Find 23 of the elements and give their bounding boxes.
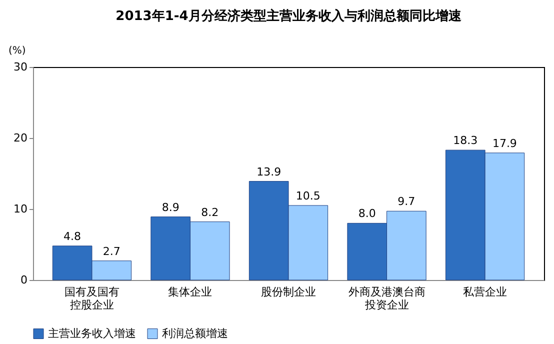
legend-label: 利润总额增速 xyxy=(162,326,228,340)
chart-title: 2013年1-4月分经济类型主营业务收入与利润总额同比增速 xyxy=(116,8,462,24)
data-label: 8.2 xyxy=(201,206,219,219)
data-label: 13.9 xyxy=(256,165,282,178)
x-tick-label: 外商及港澳台商投资企业 xyxy=(348,286,426,312)
x-tick-label: 国有及国有控股企业 xyxy=(64,286,120,312)
x-tick-label: 私营企业 xyxy=(463,286,508,298)
y-tick-label: 10 xyxy=(14,202,28,216)
x-tick-label: 集体企业 xyxy=(168,286,212,298)
y-axis-title: (%) xyxy=(8,46,26,56)
data-label: 8.0 xyxy=(358,207,376,220)
y-tick-label: 20 xyxy=(14,132,28,144)
data-label: 2.7 xyxy=(102,244,120,258)
data-label: 8.9 xyxy=(162,200,180,214)
data-label: 18.3 xyxy=(453,134,478,148)
legend-label: 主营业务收入增速 xyxy=(48,326,136,340)
y-tick-label: 30 xyxy=(14,60,28,74)
x-tick-label: 股份制企业 xyxy=(261,286,316,298)
y-tick-label: 0 xyxy=(20,274,28,286)
data-label: 9.7 xyxy=(398,195,416,208)
data-label: 10.5 xyxy=(296,189,320,202)
data-label: 17.9 xyxy=(492,136,517,150)
data-label: 4.8 xyxy=(64,230,82,243)
